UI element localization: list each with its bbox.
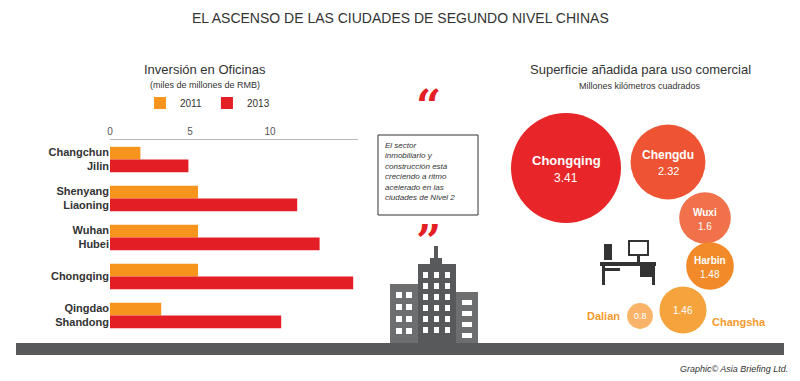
svg-text:”: ” bbox=[416, 216, 441, 267]
svg-text:ShenyangLiaoning: ShenyangLiaoning bbox=[56, 185, 109, 211]
svg-text:1.48: 1.48 bbox=[700, 269, 720, 280]
svg-text:0.8: 0.8 bbox=[634, 311, 647, 321]
svg-text:1.6: 1.6 bbox=[698, 221, 712, 232]
svg-text:Dalian: Dalian bbox=[587, 310, 620, 322]
svg-text:Graphic© Asia Briefing Ltd.: Graphic© Asia Briefing Ltd. bbox=[680, 364, 788, 374]
svg-text:Chengdu: Chengdu bbox=[642, 148, 694, 162]
svg-text:Changsha: Changsha bbox=[712, 316, 766, 328]
svg-text:QingdaoShandong: QingdaoShandong bbox=[55, 302, 109, 328]
svg-text:Superficie añadida para uso co: Superficie añadida para uso comercial bbox=[530, 62, 751, 77]
svg-text:El sectorinmobiliario yconstru: El sectorinmobiliario yconstrucción está… bbox=[385, 141, 455, 202]
svg-text:(miles de millones de RMB): (miles de millones de RMB) bbox=[150, 80, 260, 90]
svg-text:Inversión en Oficinas: Inversión en Oficinas bbox=[144, 62, 266, 77]
svg-text:2013: 2013 bbox=[247, 98, 270, 109]
svg-text:Chongqing: Chongqing bbox=[532, 153, 601, 168]
svg-text:2.32: 2.32 bbox=[658, 165, 679, 177]
svg-text:Wuxi: Wuxi bbox=[693, 207, 717, 218]
svg-text:Chongqing: Chongqing bbox=[51, 270, 109, 282]
svg-text:EL ASCENSO DE LAS CIUDADES DE: EL ASCENSO DE LAS CIUDADES DE SEGUNDO NI… bbox=[192, 10, 609, 26]
svg-text:10: 10 bbox=[264, 126, 276, 137]
svg-text:3.41: 3.41 bbox=[554, 171, 578, 185]
svg-text:ChangchunJilin: ChangchunJilin bbox=[49, 146, 110, 172]
svg-text:1.46: 1.46 bbox=[673, 305, 693, 316]
svg-text:Millones kilómetros cuadrados: Millones kilómetros cuadrados bbox=[579, 81, 701, 91]
svg-text:0: 0 bbox=[107, 126, 113, 137]
svg-text:“: “ bbox=[416, 81, 441, 132]
svg-text:2011: 2011 bbox=[180, 98, 202, 109]
svg-text:WuhanHubei: WuhanHubei bbox=[73, 224, 110, 250]
svg-text:5: 5 bbox=[187, 126, 193, 137]
svg-text:Harbin: Harbin bbox=[694, 255, 726, 266]
